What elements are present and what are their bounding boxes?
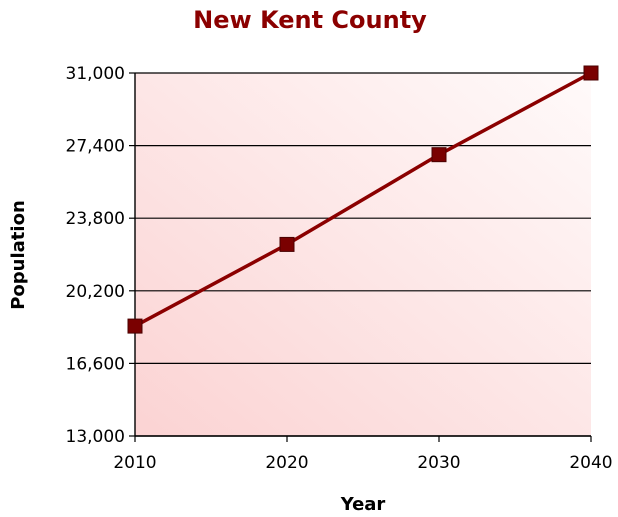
y-tick-label: 13,000 [66, 427, 125, 447]
data-point-marker [127, 318, 143, 334]
data-point-marker [431, 147, 447, 163]
axes [129, 72, 592, 442]
x-axis-title: Year [340, 494, 386, 515]
x-tick-label: 2010 [113, 453, 156, 473]
y-tick-label: 20,200 [66, 282, 125, 302]
chart-title: New Kent County [193, 6, 427, 34]
plot-area [135, 73, 591, 436]
data-point-marker [583, 65, 599, 81]
y-tick-label: 27,400 [66, 137, 125, 157]
x-tick-label: 2030 [417, 453, 460, 473]
x-tick-label: 2040 [569, 453, 612, 473]
y-axis-title: Population [8, 200, 29, 310]
y-tick-label: 23,800 [66, 209, 125, 229]
series-population [127, 65, 599, 334]
y-tick-label: 31,000 [66, 64, 125, 84]
data-point-marker [279, 236, 295, 252]
x-tick-labels: 2010 2020 2030 2040 [113, 453, 612, 473]
y-tick-labels: 13,000 16,600 20,200 23,800 27,400 31,000 [66, 64, 125, 447]
x-tick-label: 2020 [265, 453, 308, 473]
y-tick-label: 16,600 [66, 354, 125, 374]
series-line [134, 71, 592, 328]
